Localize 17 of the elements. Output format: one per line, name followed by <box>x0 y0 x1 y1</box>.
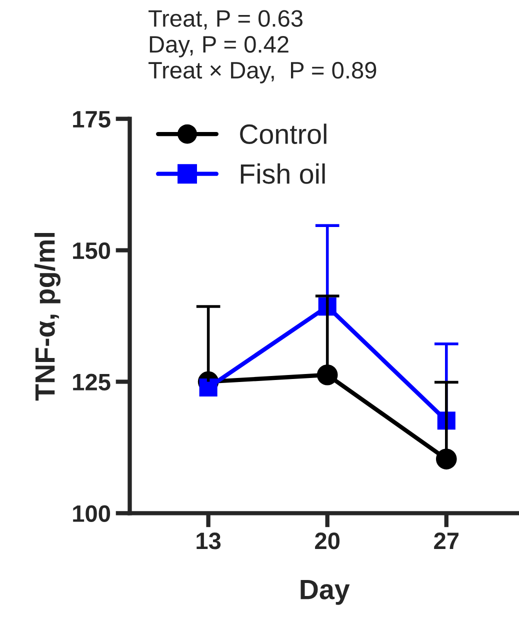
legend-label: Control <box>240 124 326 144</box>
text: Treat, P = 0.63 <box>148 10 302 30</box>
x-tick-label: 13 <box>196 532 221 550</box>
y-tick-label: 150 <box>73 242 110 260</box>
y-axis-title: TNF-α, pg/ml <box>34 233 60 401</box>
point <box>316 364 338 386</box>
x-tick-label: 27 <box>434 532 458 550</box>
legend-label: Fish oil <box>240 163 325 184</box>
y-tick-label: 125 <box>73 374 110 391</box>
point <box>199 378 218 397</box>
x-tick-label: 20 <box>315 532 340 550</box>
point <box>436 448 457 470</box>
text: Day, P = 0.42 <box>150 36 288 58</box>
x-axis-title: Day <box>300 580 350 605</box>
y-tick-label: 100 <box>73 505 110 522</box>
text: Treat × Day, P = 0.89 <box>148 62 376 84</box>
y-tick-label: 175 <box>73 111 110 128</box>
